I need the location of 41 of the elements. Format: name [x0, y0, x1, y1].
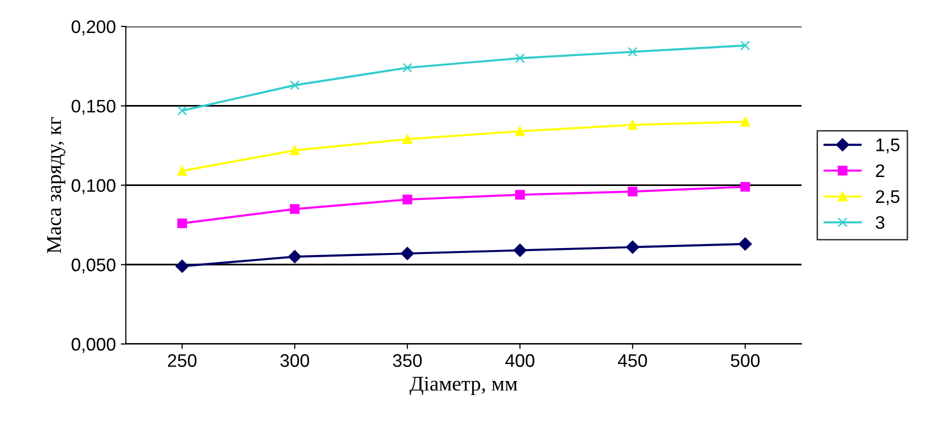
x-tick-label: 350: [392, 354, 422, 367]
point: [626, 240, 640, 254]
point: [515, 53, 525, 64]
x-tick-label: 500: [730, 354, 760, 367]
point: [740, 116, 750, 127]
point: [177, 106, 187, 116]
legend-label: 2: [876, 164, 884, 177]
y-axis-title: Маса заряду, кг: [47, 117, 66, 254]
point: [290, 145, 300, 156]
legend-label: 1,5: [876, 138, 900, 154]
point: [513, 244, 527, 257]
point: [402, 194, 412, 204]
point: [738, 237, 752, 251]
point: [176, 260, 189, 273]
x-tick-label: 250: [168, 354, 196, 367]
point: [740, 182, 750, 192]
y-tick-label: 0,000: [72, 338, 116, 353]
point: [290, 80, 300, 90]
point: [177, 166, 187, 176]
y-tick-label: 0,100: [72, 179, 116, 194]
x-tick-label: 400: [505, 354, 534, 367]
point: [628, 47, 638, 57]
point: [740, 40, 750, 50]
point: [402, 62, 412, 73]
point: [290, 204, 300, 214]
point: [402, 134, 412, 144]
point: [628, 120, 638, 130]
point: [515, 126, 525, 136]
point: [628, 186, 638, 196]
y-tick-label: 0,150: [72, 100, 116, 115]
point: [400, 246, 414, 260]
legend-label: 3: [876, 216, 884, 229]
y-tick-label: 0,050: [72, 258, 116, 274]
point: [288, 250, 302, 264]
legend-label: 2,5: [876, 190, 900, 206]
x-axis-title: Діаметр, мм: [410, 376, 518, 395]
y-tick-label: 0,200: [72, 20, 116, 36]
point: [515, 190, 525, 200]
x-tick-label: 450: [618, 354, 647, 367]
point: [177, 218, 187, 228]
x-tick-label: 300: [280, 354, 310, 367]
